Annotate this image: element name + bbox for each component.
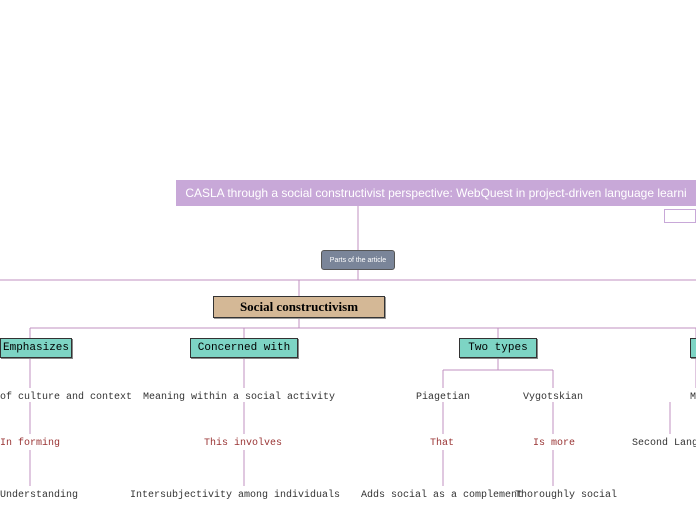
leaf-secondlang: Second Lang bbox=[632, 438, 696, 449]
parts-node: Parts of the article bbox=[321, 250, 395, 270]
parts-text: Parts of the article bbox=[330, 257, 386, 264]
title-node: CASLA through a social constructivist pe… bbox=[176, 180, 696, 206]
leaf-piagetian: Piagetian bbox=[416, 392, 470, 403]
sub-partial: M bbox=[690, 338, 696, 358]
sub-emphasizes-text: Emphasizes bbox=[3, 342, 69, 354]
leaf-understanding: Understanding bbox=[0, 490, 78, 501]
section-text: Social constructivism bbox=[240, 299, 358, 315]
red-ismore: Is more bbox=[533, 438, 575, 449]
leaf-thoroughly: Thoroughly social bbox=[515, 490, 617, 501]
red-involves: This involves bbox=[204, 438, 282, 449]
sub-twotypes-text: Two types bbox=[468, 342, 527, 354]
red-informing: In forming bbox=[0, 438, 60, 449]
leaf-meaning: Meaning within a social activity bbox=[143, 392, 335, 403]
leaf-adds: Adds social as a complement bbox=[361, 490, 523, 501]
sub-twotypes: Two types bbox=[459, 338, 537, 358]
leaf-vygotskian: Vygotskian bbox=[523, 392, 583, 403]
sub-concerned: Concerned with bbox=[190, 338, 298, 358]
leaf-intersubj: Intersubjectivity among individuals bbox=[130, 490, 340, 501]
title-text: CASLA through a social constructivist pe… bbox=[185, 186, 686, 200]
leaf-me: M bbox=[690, 392, 696, 403]
red-that: That bbox=[430, 438, 454, 449]
leaf-culture: of culture and context bbox=[0, 392, 132, 403]
sub-emphasizes: Emphasizes bbox=[0, 338, 72, 358]
section-social-constructivism: Social constructivism bbox=[213, 296, 385, 318]
sub-concerned-text: Concerned with bbox=[198, 342, 290, 354]
title-sub-box bbox=[664, 209, 696, 223]
